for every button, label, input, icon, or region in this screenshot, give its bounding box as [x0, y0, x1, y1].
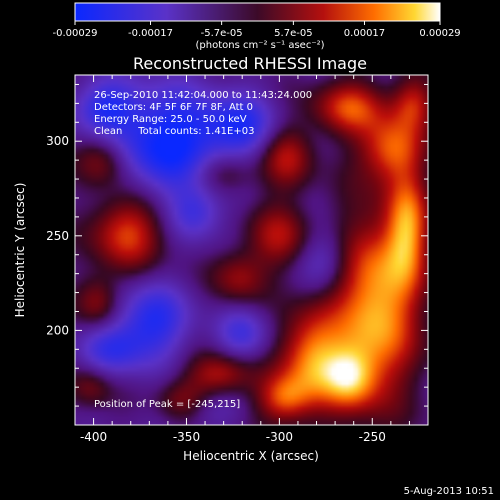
heatmap-image [75, 75, 428, 425]
peak-position-label: Position of Peak = [-245,215] [94, 399, 240, 410]
colorbar-tick-label: 0.00017 [344, 28, 385, 39]
x-tick-label: -400 [80, 430, 107, 444]
colorbar [74, 2, 441, 22]
y-axis-ticks: 200 250 300 [46, 83, 428, 407]
chart-title: Reconstructed RHESSI Image [133, 54, 367, 73]
y-tick-label: 300 [46, 134, 69, 148]
y-axis-label: Heliocentric Y (arcsec) [13, 183, 27, 318]
colorbar-units-label: (photons cm⁻² s⁻¹ asec⁻²) [195, 40, 324, 51]
colorbar-ticks: -0.00029 -0.00017 -5.7e-05 5.7e-05 0.00017 0.… [53, 21, 461, 39]
x-tick-label: -250 [359, 430, 386, 444]
colorbar-tick-label: -0.00017 [128, 28, 173, 39]
x-tick-label: -350 [173, 430, 200, 444]
x-axis-label: Heliocentric X (arcsec) [183, 449, 319, 463]
annotation-clean-counts: Clean Total counts: 1.41E+03 [94, 126, 254, 137]
annotation-detectors: Detectors: 4F 5F 6F 7F 8F, Att 0 [94, 102, 253, 113]
footer-date: 5-Aug-2013 10:51 [404, 486, 494, 497]
annotation-time-range: 26-Sep-2010 11:42:04.000 to 11:43:24.000 [94, 90, 312, 101]
colorbar-tick-label: -0.00029 [53, 28, 98, 39]
plot-frame [74, 74, 429, 426]
colorbar-tick-label: 0.00029 [419, 28, 460, 39]
colorbar-tick-label: 5.7e-05 [274, 28, 312, 39]
annotation-energy-range: Energy Range: 25.0 - 50.0 keV [94, 114, 247, 125]
colorbar-tick-label: -5.7e-05 [201, 28, 243, 39]
y-tick-label: 200 [46, 323, 69, 337]
x-axis-ticks: -400 -350 -300 -250 [80, 75, 429, 444]
x-tick-label: -300 [266, 430, 293, 444]
y-tick-label: 250 [46, 229, 69, 243]
